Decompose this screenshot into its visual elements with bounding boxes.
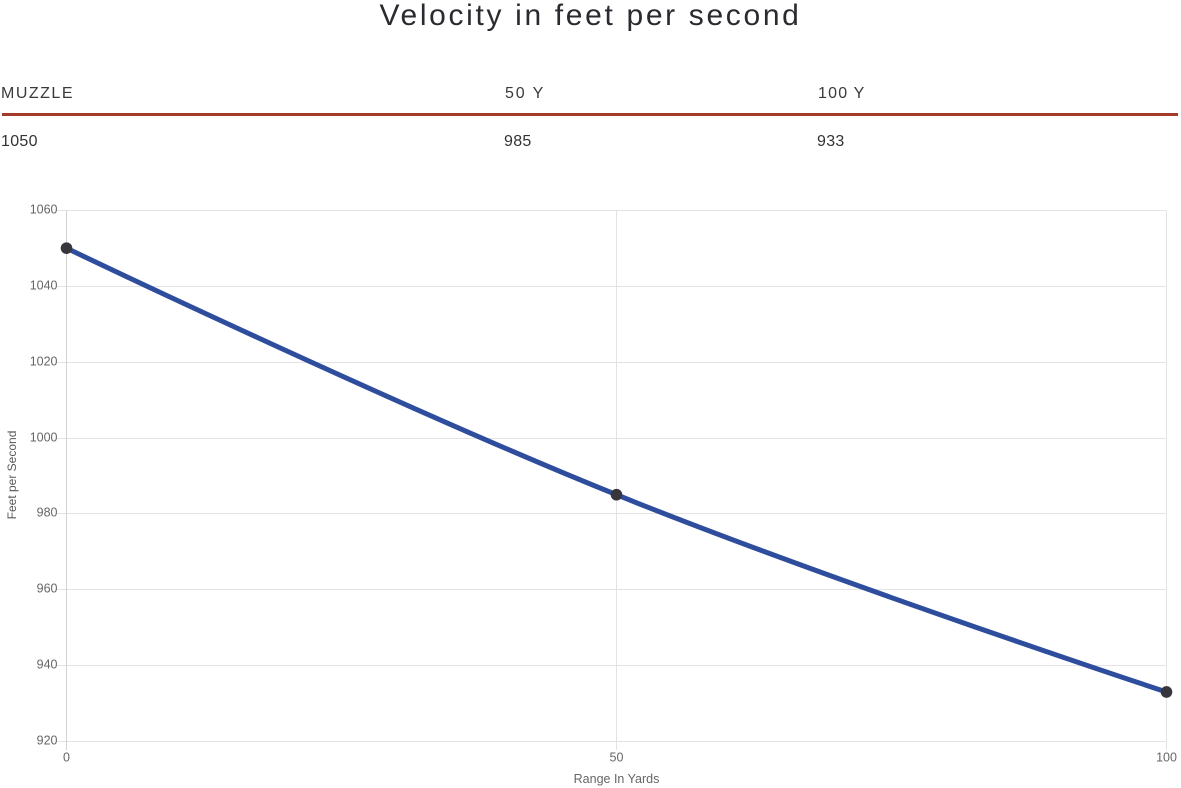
- svg-text:920: 920: [37, 734, 58, 748]
- svg-text:Feet per Second: Feet per Second: [5, 431, 19, 520]
- svg-text:50: 50: [610, 751, 624, 765]
- svg-text:1060: 1060: [30, 203, 58, 217]
- svg-text:1000: 1000: [30, 431, 58, 445]
- svg-text:0: 0: [63, 751, 70, 765]
- svg-text:940: 940: [37, 658, 58, 672]
- svg-text:960: 960: [37, 582, 58, 596]
- svg-text:100: 100: [1156, 751, 1177, 765]
- svg-text:1020: 1020: [30, 355, 58, 369]
- svg-text:1040: 1040: [30, 279, 58, 293]
- svg-text:Range In Yards: Range In Yards: [574, 772, 660, 786]
- svg-text:980: 980: [37, 506, 58, 520]
